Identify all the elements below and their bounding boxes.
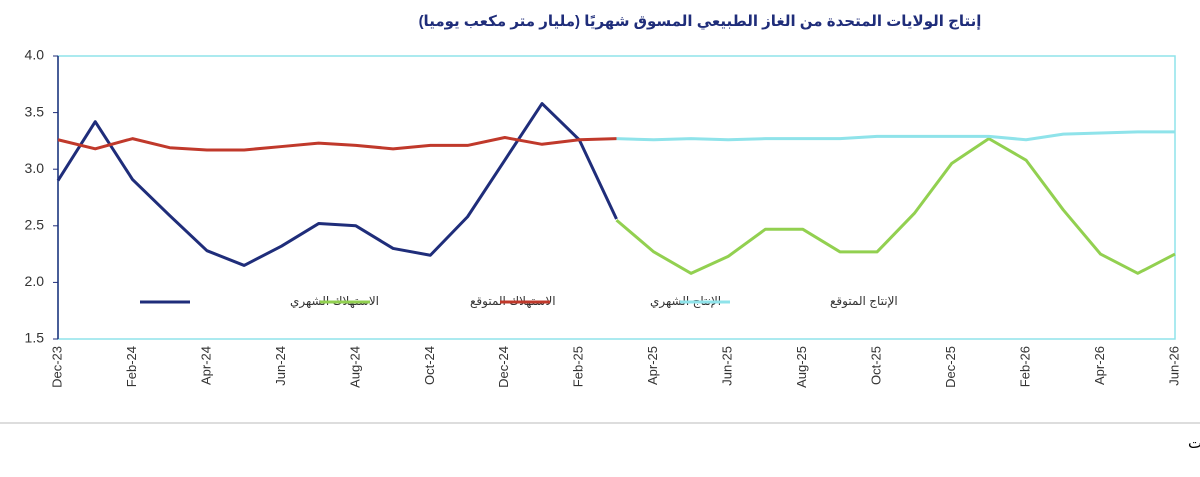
x-tick-label: Feb-25 [571,346,586,387]
x-tick-label: Dec-24 [496,346,511,388]
x-tick-label: Jun-24 [273,346,288,386]
legend-label: الإنتاج المتوقع [830,294,898,309]
series-line [57,136,617,152]
x-tick-label: Apr-24 [198,346,213,385]
y-tick-label: 3.0 [25,160,45,176]
x-tick-label: Oct-24 [422,346,437,385]
x-tick-label: Feb-24 [124,346,139,387]
x-tick-label: Jun-26 [1166,346,1181,386]
series-line [616,130,1175,142]
x-tick-label: Dec-25 [943,346,958,388]
x-tick-label: Dec-23 [49,346,64,388]
chart-title: إنتاج الولايات المتحدة من الغاز الطبيعي … [419,13,982,30]
series-line [56,102,618,267]
y-tick-label: 4.0 [25,47,45,63]
x-tick-label: Oct-25 [869,346,884,385]
x-tick-label: Feb-26 [1018,346,1033,387]
x-tick-label: Jun-25 [720,346,735,386]
plot-frame [57,55,1176,340]
x-tick-label: Apr-25 [645,346,660,385]
y-tick-label: 1.5 [25,330,45,346]
y-tick-label: 3.5 [25,103,45,119]
y-tick-label: 2.0 [25,273,45,289]
y-tick-label: 2.5 [25,217,45,233]
x-tick-label: Apr-26 [1092,346,1107,385]
x-tick-label: Aug-24 [347,346,362,388]
x-tick-label: Aug-25 [794,346,809,388]
series-line [615,137,1176,275]
source: المصدر: إدارة معلومات الطاقة الأمريكية، … [1188,433,1200,453]
